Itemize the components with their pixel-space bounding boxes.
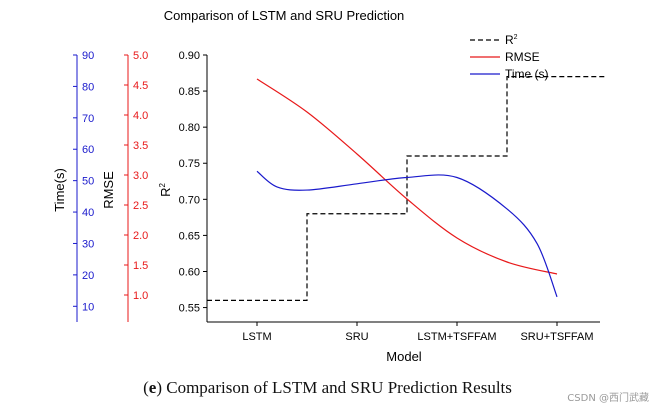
- r2-axis-label-sup: 2: [158, 183, 167, 188]
- watermark: CSDN @西门武藏: [567, 393, 649, 404]
- rmse-tick-label: 1.5: [133, 260, 148, 272]
- r2-tick-label: 0.55: [179, 303, 200, 315]
- time-tick-label: 50: [82, 176, 94, 188]
- series-lines: [207, 76, 607, 301]
- rmse-tick-label: 4.5: [133, 80, 148, 92]
- x-tick-label: LSTM: [242, 331, 271, 343]
- rmse-tick-label: 2.0: [133, 230, 148, 242]
- rmse-tick-label: 2.5: [133, 200, 148, 212]
- legend-label-r2-sup: 2: [514, 34, 518, 41]
- legend-label-time: Time (s): [505, 67, 549, 81]
- legend: R2 RMSE Time (s): [470, 33, 549, 81]
- time-tick-label: 40: [82, 207, 94, 219]
- caption-letter: e: [148, 378, 157, 397]
- r2-axis-label: R2: [158, 183, 173, 197]
- time-tick-label: 10: [82, 301, 94, 313]
- r2-tick-label: 0.60: [179, 266, 200, 278]
- time-tick-label: 30: [82, 238, 94, 250]
- legend-label-r2: R2: [505, 33, 518, 47]
- x-tick-label: LSTM+TSFFAM: [417, 331, 496, 343]
- plot-frame: [76, 55, 600, 323]
- rmse-tick-label: 1.0: [133, 290, 148, 302]
- legend-label-rmse: RMSE: [505, 50, 540, 64]
- time-tick-label: 60: [82, 144, 94, 156]
- x-tick-label: SRU+TSFFAM: [520, 331, 593, 343]
- rmse-tick-label: 3.5: [133, 140, 148, 152]
- r2-tick-label: 0.65: [179, 230, 200, 242]
- r2-tick-label: 0.70: [179, 194, 200, 206]
- rmse-tick-label: 5.0: [133, 50, 148, 62]
- time-axis-label: Time(s): [52, 168, 67, 212]
- rmse-axis-label: RMSE: [101, 171, 116, 209]
- series-line-rmse: [256, 78, 558, 275]
- caption-text: Comparison of LSTM and SRU Prediction Re…: [161, 378, 512, 397]
- rmse-tick-label: 3.0: [133, 170, 148, 182]
- r2-tick-label: 0.80: [179, 122, 200, 134]
- series-line-r2: [207, 76, 607, 301]
- x-axis-label: Model: [386, 349, 422, 364]
- figure-caption: (e) Comparison of LSTM and SRU Predictio…: [143, 378, 512, 397]
- time-tick-label: 70: [82, 113, 94, 125]
- r2-tick-label: 0.90: [179, 50, 200, 62]
- series-line-time: [256, 170, 558, 298]
- chart: Comparison of LSTM and SRU Prediction 0.…: [52, 8, 607, 364]
- rmse-tick-label: 4.0: [133, 110, 148, 122]
- time-tick-label: 80: [82, 81, 94, 93]
- time-tick-label: 20: [82, 270, 94, 282]
- r2-tick-label: 0.85: [179, 86, 200, 98]
- time-tick-label: 90: [82, 50, 94, 62]
- r2-tick-label: 0.75: [179, 158, 200, 170]
- axis-ticks: 0.55 0.60 0.65 0.70 0.75 0.80 0.85 0.90 1.0 1.5 2.…: [73, 50, 594, 343]
- chart-title: Comparison of LSTM and SRU Prediction: [164, 8, 405, 23]
- r2-axis-label-base: R: [158, 188, 173, 197]
- legend-label-r2-base: R: [505, 33, 514, 47]
- x-tick-label: SRU: [345, 331, 368, 343]
